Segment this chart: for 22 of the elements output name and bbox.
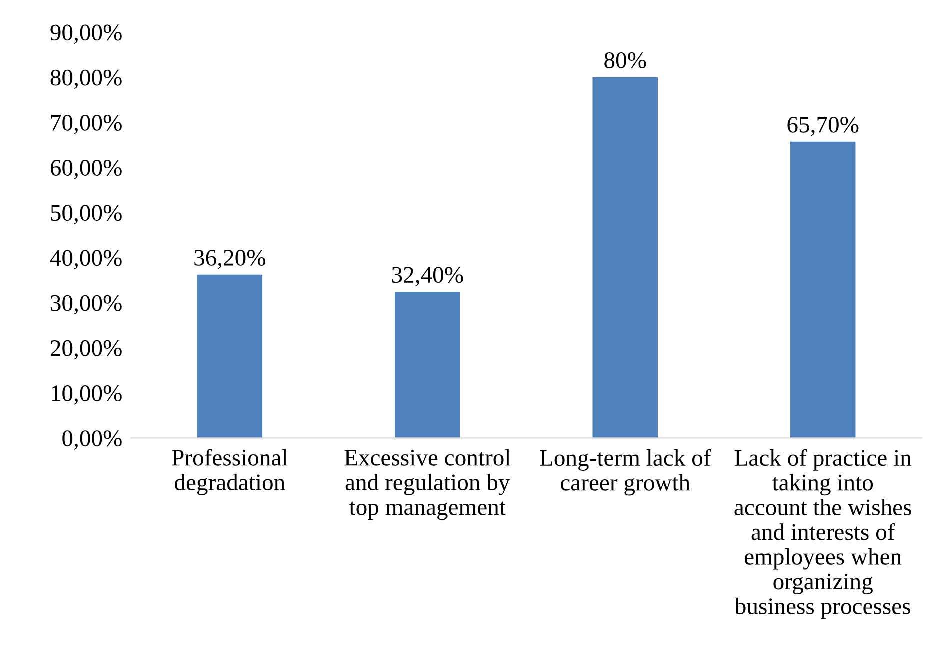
data-label: 36,20% — [194, 250, 266, 270]
y-tick-label: 40,00% — [50, 250, 122, 270]
bar — [395, 292, 460, 438]
y-tick-label: 10,00% — [52, 386, 122, 405]
y-tick-label: 0,00% — [62, 430, 122, 450]
bar — [790, 142, 856, 438]
y-tick-label: 90,00% — [50, 24, 122, 44]
y-tick-label: 30,00% — [51, 295, 122, 315]
data-label: 32,40% — [392, 267, 464, 286]
bar — [197, 274, 263, 438]
x-tick-label: Lack of practice in taking into account the wishes and interests of employees when organizing business processes — [734, 449, 912, 620]
bar — [592, 77, 658, 438]
y-tick-label: 70,00% — [51, 114, 122, 134]
y-tick-label: 20,00% — [50, 340, 122, 360]
x-tick-label: Professional degradation — [172, 449, 288, 496]
data-label: 80% — [604, 52, 646, 68]
y-tick-label: 80,00% — [50, 70, 122, 90]
x-tick-label: Long-term lack of career growth — [540, 449, 712, 496]
x-tick-label: Excessive control and regulation by top management — [344, 449, 511, 520]
data-label: 65,70% — [788, 116, 859, 136]
y-tick-label: 50,00% — [51, 205, 122, 224]
y-tick-label: 60,00% — [50, 160, 122, 180]
